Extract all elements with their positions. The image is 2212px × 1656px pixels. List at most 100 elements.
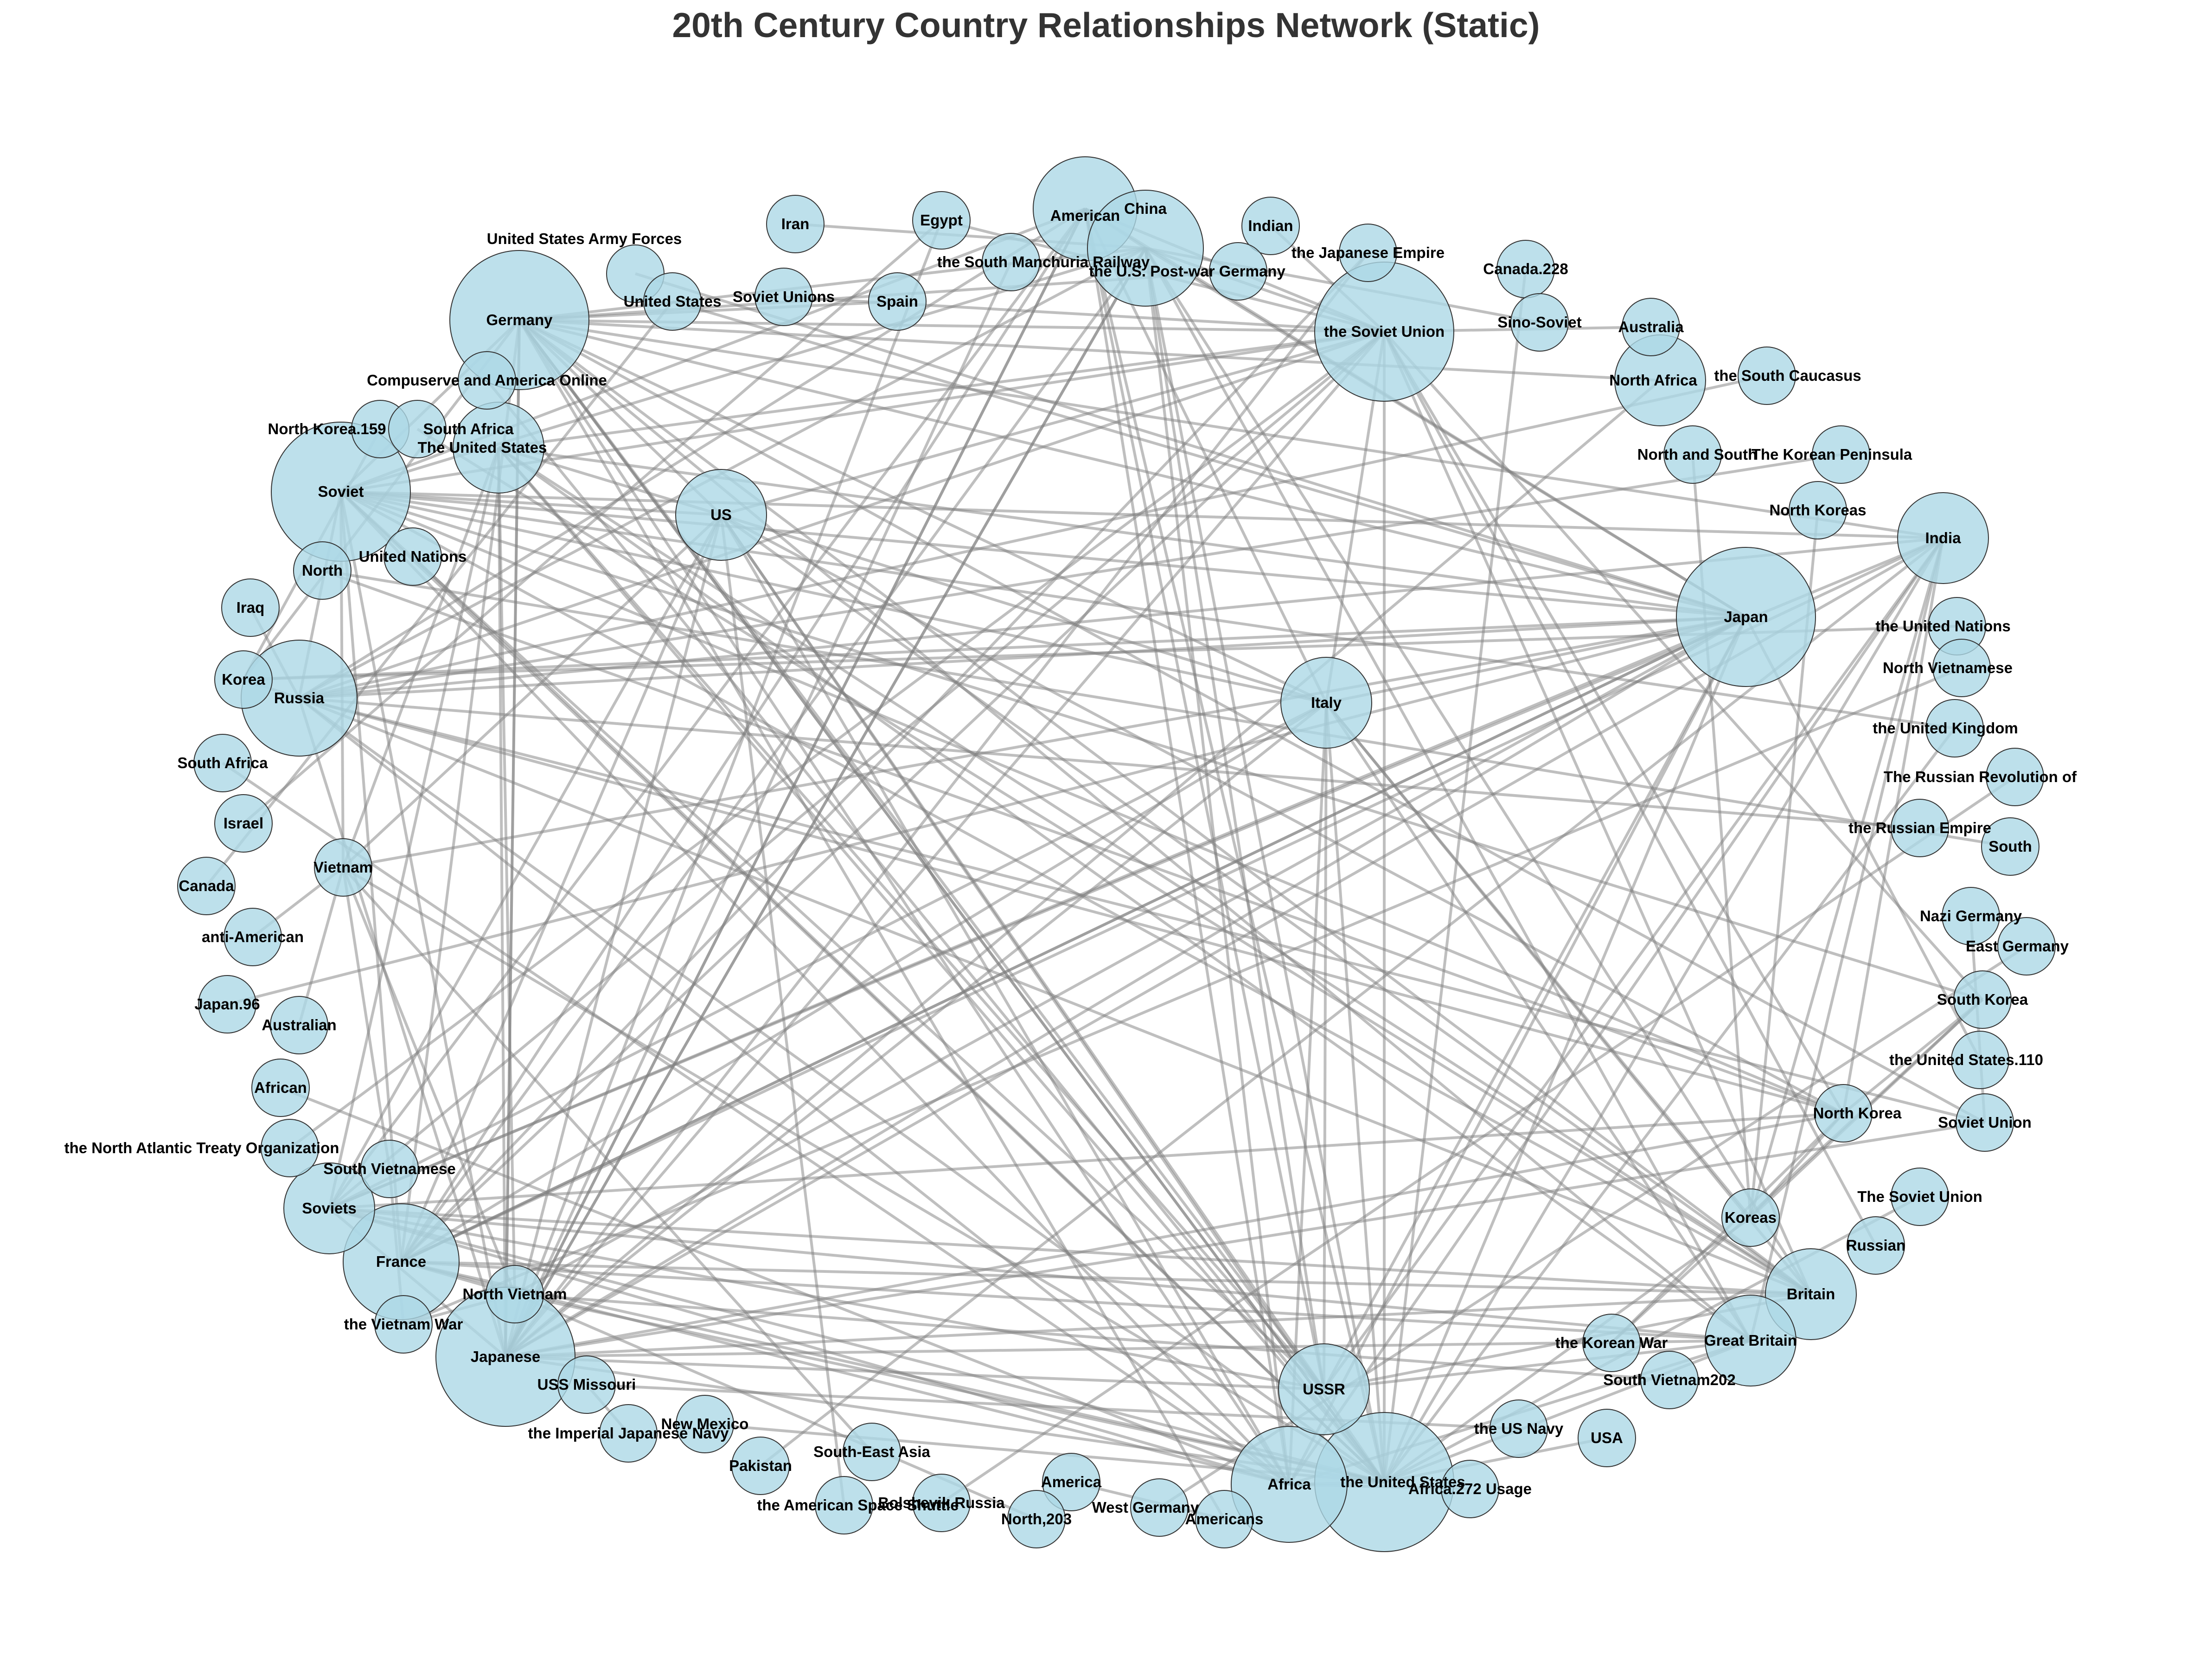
node-circle[interactable] (384, 527, 442, 586)
node-circle[interactable] (843, 1423, 901, 1481)
node-circle[interactable] (293, 541, 352, 600)
node-the-united-states-110[interactable] (1951, 1031, 2009, 1089)
node-circle[interactable] (314, 838, 372, 897)
node-the-united-kingdom[interactable] (1925, 699, 1984, 757)
node-india[interactable] (1897, 492, 1989, 584)
node-the-vietnam-war[interactable] (374, 1295, 433, 1354)
node-circle[interactable] (214, 794, 273, 853)
node-circle[interactable] (676, 1395, 734, 1453)
node-east-germany[interactable] (1997, 917, 2056, 976)
node-circle[interactable] (1847, 1216, 1905, 1275)
node-circle[interactable] (1209, 242, 1267, 301)
node-circle[interactable] (458, 351, 516, 410)
node-circle[interactable] (374, 1295, 433, 1354)
node-america[interactable] (1042, 1453, 1100, 1511)
node-circle[interactable] (251, 1059, 310, 1117)
node-circle[interactable] (177, 857, 236, 915)
node-circle[interactable] (1195, 1490, 1253, 1548)
node-circle[interactable] (982, 233, 1040, 291)
node-circle[interactable] (1812, 425, 1870, 484)
node-iraq[interactable] (221, 578, 280, 637)
node-israel[interactable] (214, 794, 273, 853)
node-circle[interactable] (1897, 492, 1989, 584)
node-african[interactable] (251, 1059, 310, 1117)
node-circle[interactable] (643, 272, 702, 331)
node-the-russian-empire[interactable] (1891, 799, 1949, 857)
node-circle[interactable] (1997, 917, 2056, 976)
node-south-africa[interactable] (388, 400, 447, 458)
node-circle[interactable] (1738, 347, 1796, 405)
node-circle[interactable] (198, 975, 256, 1033)
node-south[interactable] (1981, 817, 2039, 876)
node-north-korea[interactable] (1814, 1084, 1873, 1143)
node-africa-272-usage[interactable] (1441, 1460, 1499, 1518)
node-circle[interactable] (1042, 1453, 1100, 1511)
node-circle[interactable] (1582, 1314, 1641, 1372)
node-circle[interactable] (1925, 699, 1984, 757)
node-circle[interactable] (1622, 298, 1680, 356)
node-circle[interactable] (1663, 425, 1722, 484)
node-great-britain[interactable] (1705, 1295, 1796, 1386)
node-circle[interactable] (1640, 1351, 1699, 1409)
node-pakistan[interactable] (731, 1437, 790, 1495)
node-the-us-navy[interactable] (1490, 1399, 1548, 1458)
node-circle[interactable] (1490, 1399, 1548, 1458)
node-japan[interactable] (1676, 547, 1816, 687)
node-circle[interactable] (261, 1119, 319, 1177)
node-us[interactable] (675, 469, 767, 561)
node-north-vietnamese[interactable] (1932, 639, 1991, 697)
node-australia[interactable] (1622, 298, 1680, 356)
node-circle[interactable] (214, 650, 273, 709)
node-americans[interactable] (1195, 1490, 1253, 1548)
node-soviet-union[interactable] (1956, 1093, 2014, 1152)
node-circle[interactable] (1441, 1460, 1499, 1518)
node-circle[interactable] (224, 908, 282, 966)
node-indian[interactable] (1241, 197, 1300, 255)
node-north-vietnam[interactable] (486, 1265, 544, 1323)
node-the-north-atlantic-treaty-organization[interactable] (261, 1119, 319, 1177)
node-anti-american[interactable] (224, 908, 282, 966)
node-circle[interactable] (1986, 748, 2044, 806)
node-south-east-asia[interactable] (843, 1423, 901, 1481)
node-africa[interactable] (1231, 1426, 1348, 1543)
node-south-africa-2[interactable] (193, 734, 252, 792)
node-circle[interactable] (1981, 817, 2039, 876)
node-circle[interactable] (912, 191, 971, 250)
node-circle[interactable] (1007, 1490, 1066, 1548)
node-circle[interactable] (1278, 1343, 1370, 1435)
node-vietnam[interactable] (314, 838, 372, 897)
node-circle[interactable] (599, 1404, 658, 1463)
node-the-japanese-empire[interactable] (1339, 224, 1397, 282)
node-circle[interactable] (912, 1474, 971, 1532)
node-the-imperial-japanese-navy[interactable] (599, 1404, 658, 1463)
node-circle[interactable] (283, 1162, 375, 1254)
node-circle[interactable] (675, 469, 767, 561)
node-circle[interactable] (1578, 1409, 1636, 1467)
node-circle[interactable] (1676, 547, 1816, 687)
node-circle[interactable] (1951, 1031, 2009, 1089)
node-circle[interactable] (1705, 1295, 1796, 1386)
node-united-states[interactable] (643, 272, 702, 331)
node-circle[interactable] (193, 734, 252, 792)
node-south-korea[interactable] (1953, 970, 2012, 1029)
node-circle[interactable] (868, 272, 927, 331)
node-compuserve-and-america-online[interactable] (458, 351, 516, 410)
node-north[interactable] (293, 541, 352, 600)
node-the-korean-war[interactable] (1582, 1314, 1641, 1372)
node-canada[interactable] (177, 857, 236, 915)
node-iran[interactable] (766, 195, 825, 253)
node-ussr[interactable] (1278, 1343, 1370, 1435)
node-circle[interactable] (1241, 197, 1300, 255)
node-the-american-space-shuttle[interactable] (815, 1476, 873, 1534)
node-sino-soviet[interactable] (1510, 293, 1569, 352)
node-italy[interactable] (1280, 657, 1372, 749)
node-united-nations[interactable] (384, 527, 442, 586)
node-japan-96[interactable] (198, 975, 256, 1033)
node-circle[interactable] (486, 1265, 544, 1323)
node-circle[interactable] (1953, 970, 2012, 1029)
node-circle[interactable] (1891, 799, 1949, 857)
node-uss-missouri[interactable] (557, 1355, 616, 1414)
node-north-koreas[interactable] (1789, 481, 1847, 539)
node-circle[interactable] (1932, 639, 1991, 697)
node-russian[interactable] (1847, 1216, 1905, 1275)
